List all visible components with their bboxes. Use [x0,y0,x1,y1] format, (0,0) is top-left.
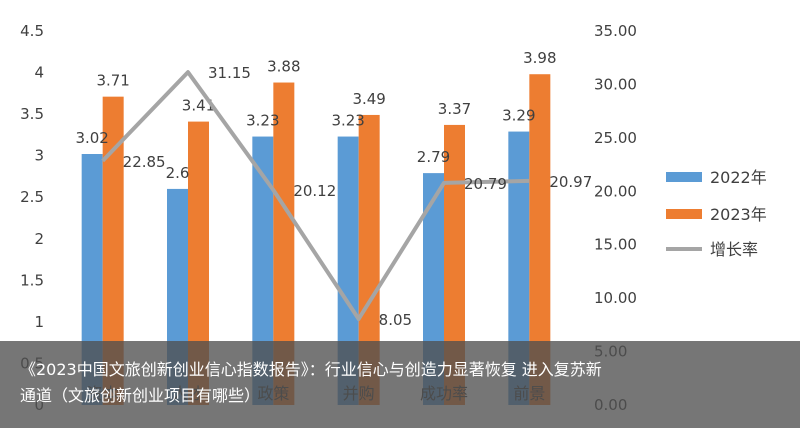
data-label-2022: 2.79 [417,148,450,166]
y-right-tick-label: 10.00 [594,289,637,307]
legend-label-2023: 2023年 [710,205,767,224]
y-left-tick-label: 3.5 [20,105,44,123]
data-label-2023: 3.98 [523,49,556,67]
data-label-2023: 3.37 [438,100,471,118]
y-left-tick-label: 1 [34,313,44,331]
data-label-2022: 2.6 [166,164,190,182]
legend-swatch-2023 [666,209,702,219]
data-label-2022: 3.29 [502,107,535,125]
growth-rate-line [101,70,530,321]
bar-2023 [529,74,551,406]
bar-2022 [252,136,274,405]
y-left-tick-label: 2.5 [20,188,44,206]
data-label-2022: 3.23 [246,112,279,130]
bar-2023 [188,121,209,405]
data-label-growth-rate: 8.05 [379,311,412,329]
data-label-growth-rate: 20.97 [549,173,592,191]
data-label-2023: 3.71 [96,72,129,90]
bar-2023 [358,114,380,405]
y-left-tick-label: 3 [34,147,44,165]
y-right-tick-label: 25.00 [594,129,637,147]
y-right-tick-label: 30.00 [594,75,637,93]
bar-2023 [273,82,295,405]
bar-2022 [337,136,359,405]
image-caption: 《2023中国文旅创新创业信心指数报告》：行业信心与创造力显著恢复 进入复苏新 … [0,341,800,428]
data-label-growth-rate: 20.79 [464,175,507,193]
data-label-growth-rate: 20.12 [293,182,336,200]
legend-label-2022: 2022年 [710,168,767,187]
data-label-growth-rate: 31.15 [208,64,251,82]
y-left-tick-label: 4 [34,64,44,82]
y-left-tick-label: 2 [34,230,44,248]
data-label-growth-rate: 22.85 [123,153,166,171]
data-label-2022: 3.23 [331,112,364,130]
y-left-tick-label: 1.5 [20,271,44,289]
bar-2023 [444,124,465,405]
legend-swatch-2022 [666,172,702,182]
y-right-tick-label: 20.00 [594,182,637,200]
y-left-tick-label: 4.5 [20,22,44,40]
y-right-tick-label: 35.00 [594,22,637,40]
bar-2022 [508,131,530,405]
caption-line-1: 《2023中国文旅创新创业信心指数报告》：行业信心与创造力显著恢复 进入复苏新 [20,360,602,379]
bar-2023 [102,96,124,405]
y-right-tick-label: 15.00 [594,236,637,254]
data-label-2023: 3.88 [267,58,300,76]
data-label-2022: 3.02 [75,129,108,147]
legend-label-growth-rate: 增长率 [710,240,758,259]
caption-line-2: 通道（文旅创新创业项目有哪些） [20,386,261,405]
data-label-2023: 3.49 [352,90,385,108]
